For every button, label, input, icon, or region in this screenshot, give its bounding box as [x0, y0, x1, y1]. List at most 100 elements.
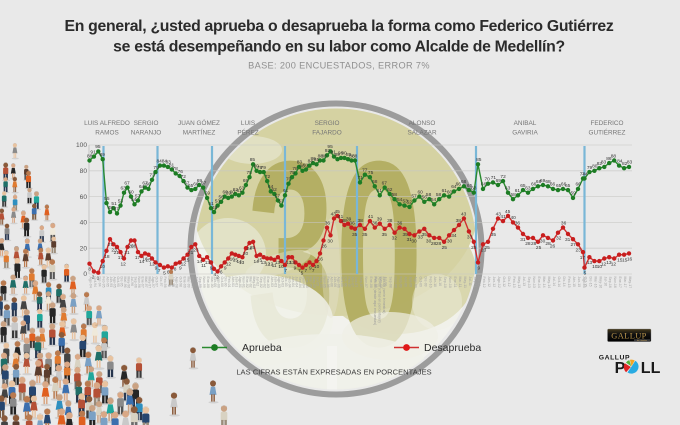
svg-text:58: 58	[426, 192, 432, 198]
svg-text:Jun-00: Jun-00	[213, 277, 217, 288]
svg-text:88: 88	[87, 153, 93, 159]
svg-text:10: 10	[278, 264, 284, 270]
svg-text:28: 28	[431, 241, 437, 247]
svg-text:Oct-14: Oct-14	[557, 277, 561, 288]
svg-text:se está desempeñando en su lab: se está desempeñando en su labor como Al…	[113, 39, 565, 56]
svg-text:Ago-06: Ago-06	[337, 277, 341, 288]
svg-text:68: 68	[545, 179, 551, 185]
svg-text:Mar-02: Mar-02	[249, 277, 253, 288]
svg-text:Aprueba: Aprueba	[242, 342, 282, 354]
svg-text:63: 63	[239, 186, 245, 192]
svg-text:65: 65	[520, 183, 526, 189]
svg-text:23: 23	[576, 247, 582, 253]
svg-text:Sep-96: Sep-96	[134, 277, 138, 288]
svg-text:Abr-15: Abr-15	[572, 277, 576, 288]
svg-text:89: 89	[335, 152, 341, 158]
svg-text:Desaprueba: Desaprueba	[424, 342, 481, 354]
svg-text:Dic-09: Dic-09	[423, 277, 427, 287]
svg-text:63: 63	[525, 186, 531, 192]
svg-text:13: 13	[286, 260, 292, 266]
svg-text:24: 24	[247, 246, 253, 252]
svg-text:40: 40	[80, 220, 88, 227]
svg-text:Jul-96: Jul-96	[130, 277, 134, 287]
svg-text:55: 55	[104, 196, 110, 202]
svg-text:11: 11	[272, 263, 277, 269]
svg-text:Nov-10: Nov-10	[448, 277, 452, 288]
svg-text:77: 77	[362, 168, 368, 174]
svg-text:91: 91	[331, 149, 337, 155]
svg-text:30: 30	[447, 238, 453, 244]
svg-text:Jun-09: Jun-09	[409, 277, 413, 288]
svg-text:63: 63	[471, 186, 477, 192]
svg-text:39: 39	[377, 217, 383, 223]
svg-text:Jun-95: Jun-95	[109, 277, 113, 288]
svg-text:6: 6	[167, 269, 170, 275]
svg-text:27: 27	[108, 242, 114, 248]
svg-text:7: 7	[298, 268, 301, 274]
svg-text:25: 25	[471, 245, 477, 251]
svg-text:5: 5	[584, 271, 587, 277]
svg-text:2: 2	[216, 274, 219, 280]
svg-text:Jul-02: Jul-02	[256, 277, 260, 287]
svg-text:25: 25	[250, 245, 256, 251]
svg-text:71: 71	[358, 175, 364, 181]
svg-text:86: 86	[606, 156, 612, 162]
svg-text:9: 9	[309, 265, 312, 271]
svg-text:0: 0	[83, 271, 87, 278]
svg-text:GUTIÉRREZ: GUTIÉRREZ	[589, 128, 626, 137]
svg-text:35: 35	[491, 232, 497, 238]
svg-text:64: 64	[139, 184, 145, 190]
svg-text:20: 20	[80, 245, 88, 252]
svg-text:32: 32	[392, 236, 398, 242]
svg-text:26: 26	[128, 244, 134, 250]
svg-text:7: 7	[158, 268, 161, 274]
svg-text:Mar-14: Mar-14	[542, 277, 546, 288]
svg-text:Jun-04: Jun-04	[295, 277, 299, 288]
svg-text:62: 62	[271, 187, 277, 193]
svg-text:Ene-99: Ene-99	[183, 277, 187, 288]
svg-text:Sep-10: Sep-10	[443, 277, 447, 288]
svg-text:25: 25	[536, 245, 542, 251]
svg-text:38: 38	[456, 218, 462, 224]
svg-text:Dic-15: Dic-15	[588, 277, 592, 287]
svg-text:36: 36	[561, 220, 567, 226]
svg-text:78: 78	[292, 166, 298, 172]
svg-text:May-17: May-17	[628, 277, 632, 289]
svg-text:54: 54	[431, 197, 437, 203]
svg-text:Feb-08 (desde aquí encuestas): Feb-08 (desde aquí encuestas)	[373, 277, 377, 326]
svg-text:Abr-95: Abr-95	[106, 277, 110, 288]
svg-text:52: 52	[407, 200, 413, 206]
svg-text:12: 12	[611, 262, 617, 268]
svg-text:LUIS: LUIS	[241, 120, 255, 127]
svg-text:67: 67	[382, 180, 388, 186]
svg-text:79: 79	[257, 165, 263, 171]
svg-text:84: 84	[162, 158, 168, 164]
svg-text:10: 10	[100, 264, 106, 270]
svg-text:Mar-96: Mar-96	[123, 277, 127, 288]
svg-text:85: 85	[476, 157, 482, 163]
svg-text:Oct-09: Oct-09	[418, 277, 422, 288]
svg-text:88: 88	[611, 153, 617, 159]
svg-text:79: 79	[587, 165, 593, 171]
svg-text:75: 75	[290, 170, 296, 176]
svg-text:65: 65	[556, 183, 562, 189]
svg-text:43: 43	[461, 211, 467, 217]
svg-text:Ago-12: Ago-12	[497, 277, 501, 288]
svg-text:34: 34	[451, 233, 457, 239]
svg-text:Sep-07: Sep-07	[359, 277, 363, 288]
svg-text:61: 61	[515, 188, 521, 194]
svg-text:May-97: May-97	[148, 277, 152, 289]
svg-text:12: 12	[226, 262, 232, 268]
svg-text:17: 17	[135, 255, 141, 261]
svg-text:4: 4	[213, 272, 216, 278]
svg-text:2: 2	[92, 274, 95, 280]
svg-text:66: 66	[145, 182, 151, 188]
svg-text:74: 74	[582, 171, 588, 177]
svg-text:Sep-04: Sep-04	[298, 277, 302, 288]
svg-text:13: 13	[587, 260, 593, 266]
svg-text:43: 43	[331, 211, 337, 217]
svg-text:9: 9	[210, 265, 213, 271]
svg-text:35: 35	[352, 232, 358, 238]
svg-text:Jun-15: Jun-15	[577, 277, 581, 288]
svg-text:Feb-06: Feb-06	[326, 277, 330, 288]
